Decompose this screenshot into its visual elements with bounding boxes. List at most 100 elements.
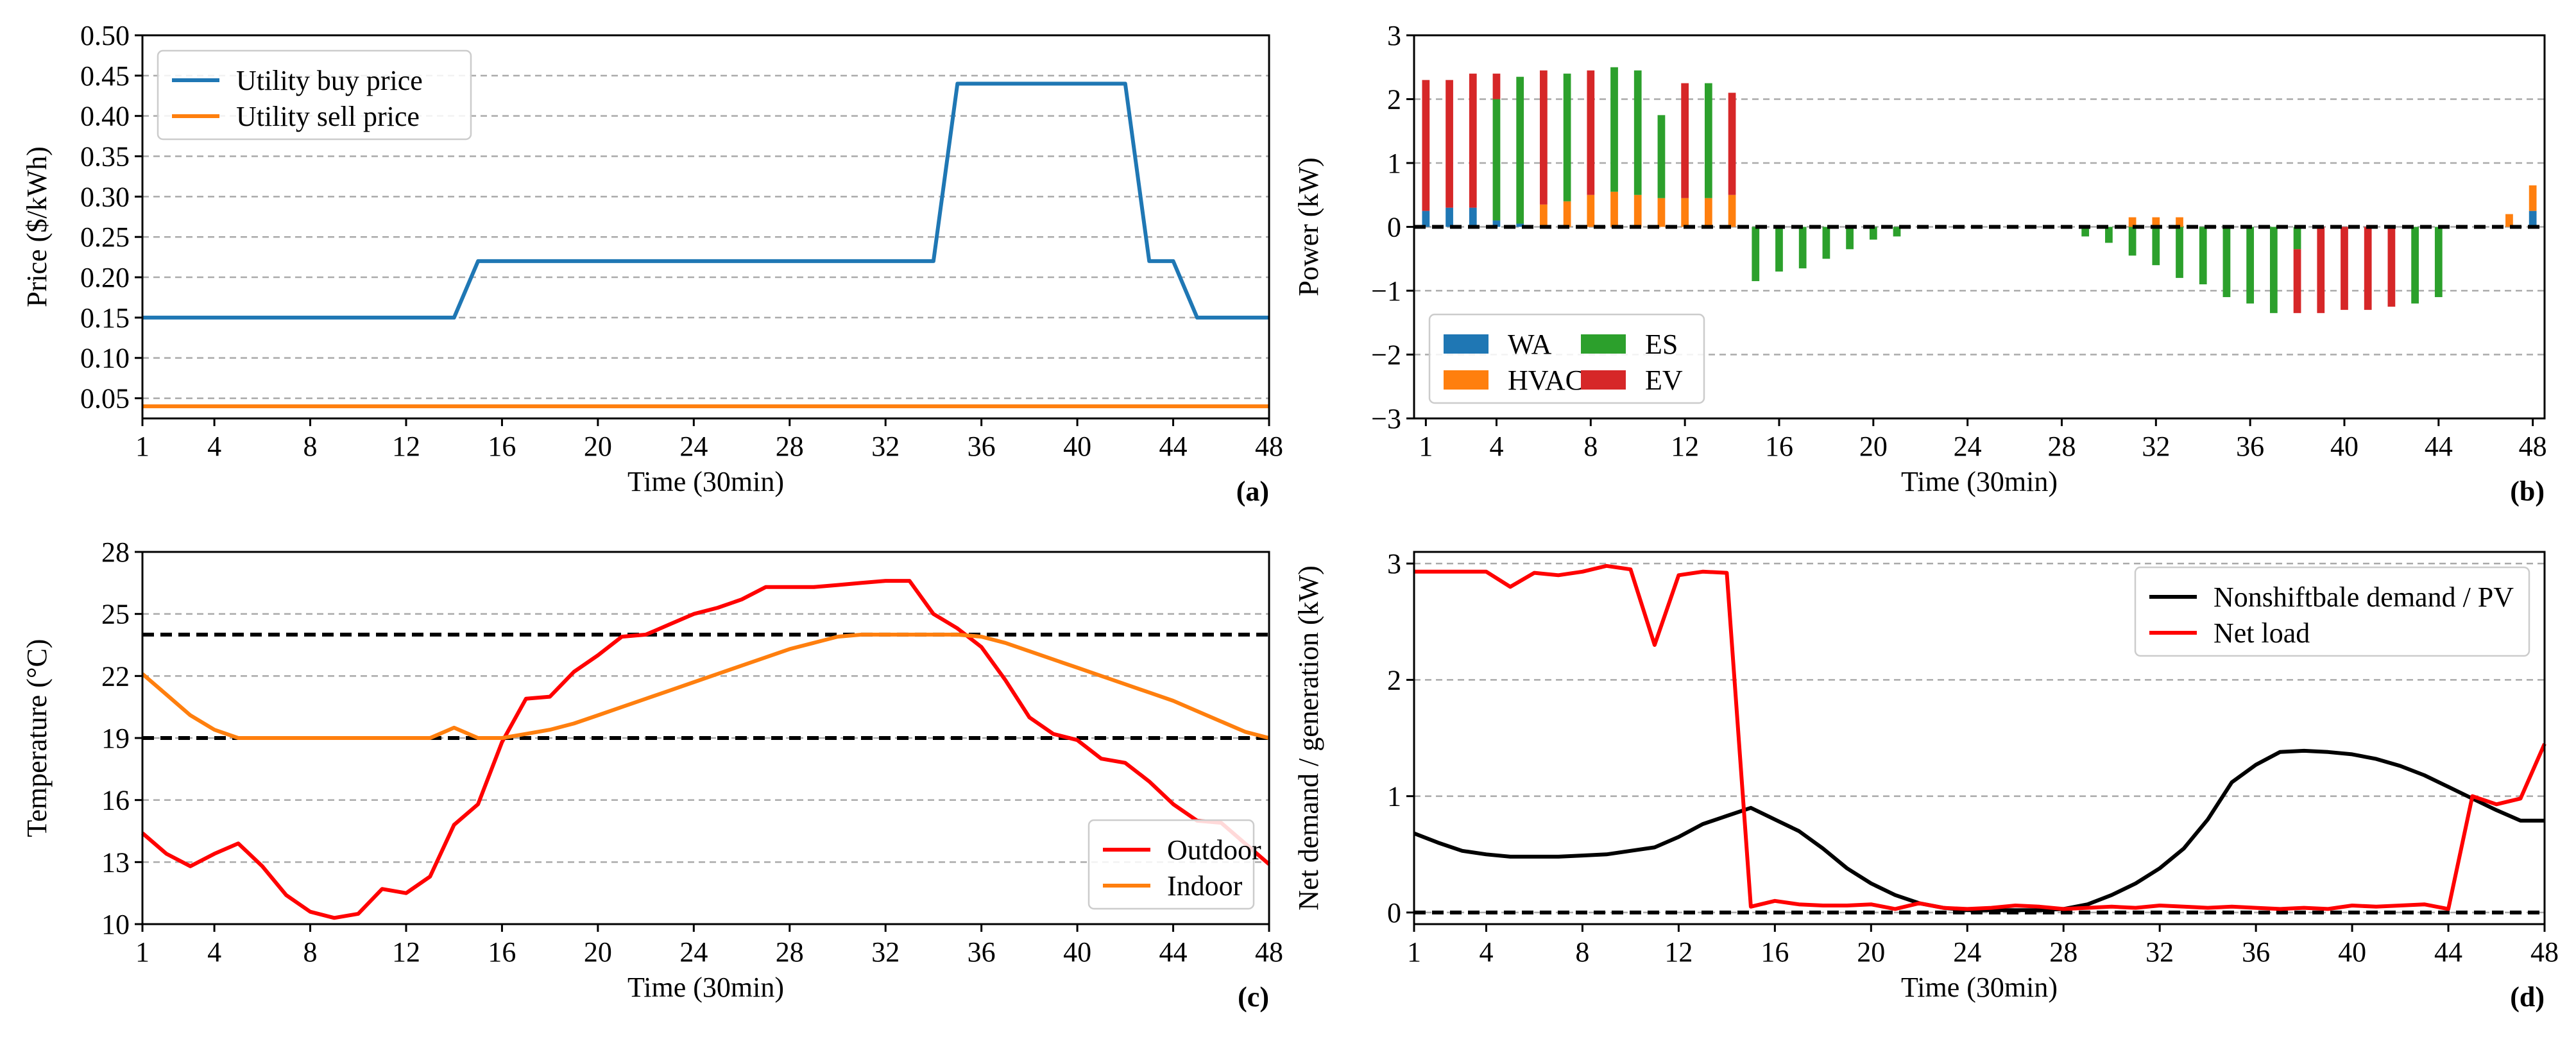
y-tick-label: 0.15 xyxy=(80,302,130,334)
series-line-nonshiftbale-demand-pv xyxy=(1413,748,2545,913)
x-tick-label: 40 xyxy=(2338,936,2366,968)
legend-box xyxy=(2134,566,2530,657)
bar-hvac xyxy=(1563,201,1571,227)
x-tick-label: 24 xyxy=(1953,936,1981,968)
legend-label: Outdoor xyxy=(1167,834,1261,866)
legend-label: Indoor xyxy=(1167,870,1243,902)
bar-es xyxy=(1752,227,1760,282)
legend: Nonshiftbale demand / PV Net load xyxy=(2134,566,2530,657)
x-tick-label: 48 xyxy=(1255,431,1283,462)
x-tick-label: 28 xyxy=(2049,936,2077,968)
bar-ev xyxy=(2293,249,2301,313)
bar-es xyxy=(1633,70,1642,195)
bar-wa xyxy=(1422,210,1430,227)
plot-frame xyxy=(1413,551,2546,925)
x-tick-label: 48 xyxy=(2530,936,2559,968)
bar-es xyxy=(2128,227,2137,256)
bar-wa xyxy=(1516,223,1524,227)
y-tick-label: 0 xyxy=(1387,212,1401,243)
x-tick-label: 4 xyxy=(207,431,221,462)
bar-hvac xyxy=(2152,217,2160,227)
bar-hvac xyxy=(1540,204,1548,227)
x-tick-label: 28 xyxy=(776,431,804,462)
bar-ev xyxy=(1492,73,1501,99)
x-tick-label: 24 xyxy=(1954,431,1982,462)
legend-swatch xyxy=(1444,370,1488,390)
panel-label: (a) xyxy=(1236,476,1269,507)
y-tick-label: −1 xyxy=(1371,275,1401,307)
chart-panel-a: 1 4 8 12 16 20 24 28 32 36 40 44 480.050.100.150.200… xyxy=(21,20,1283,507)
x-tick-label: 36 xyxy=(2242,936,2270,968)
y-tick-label: 0.50 xyxy=(80,20,130,51)
x-tick-label: 1 xyxy=(135,431,149,462)
bar-ev xyxy=(2364,227,2372,310)
series-line-net-load xyxy=(1414,563,2546,911)
y-tick-label: 0 xyxy=(1387,897,1401,929)
bar-ev xyxy=(1469,73,1477,208)
y-tick-label: 3 xyxy=(1387,548,1401,580)
bar-es xyxy=(2293,227,2301,250)
bar-ev xyxy=(2317,227,2325,313)
bar-es xyxy=(1657,115,1666,198)
y-tick-label: 22 xyxy=(101,660,130,692)
x-tick-label: 44 xyxy=(2434,936,2462,968)
x-tick-label: 20 xyxy=(584,936,612,968)
y-axis-label: Price ($/kWh) xyxy=(21,146,53,307)
bar-hvac xyxy=(1704,198,1712,227)
bar-es xyxy=(2176,227,2183,279)
bar-es xyxy=(1798,227,1807,269)
y-tick-label: 0.40 xyxy=(80,101,130,132)
x-tick-label: 36 xyxy=(968,936,996,968)
y-tick-label: 28 xyxy=(101,537,130,568)
bar-ev xyxy=(1728,92,1736,195)
y-tick-label: 13 xyxy=(101,846,130,878)
x-tick-label: 44 xyxy=(2425,431,2453,462)
x-tick-label: 12 xyxy=(1671,431,1699,462)
x-tick-label: 28 xyxy=(776,936,804,968)
x-axis-label: Time (30min) xyxy=(627,466,784,497)
bar-es xyxy=(2199,227,2207,285)
plot-frame xyxy=(141,34,1270,420)
panel-label: (c) xyxy=(1238,981,1269,1013)
x-tick-label: 8 xyxy=(1583,431,1598,462)
bar-ev xyxy=(2387,227,2396,307)
legend-label: Utility buy price xyxy=(236,65,423,96)
bar-es xyxy=(1516,76,1524,224)
legend-label: Net load xyxy=(2213,617,2310,649)
x-tick-label: 36 xyxy=(2236,431,2264,462)
bar-ev xyxy=(1422,80,1430,211)
bar-es xyxy=(1610,67,1618,192)
bar-wa xyxy=(2529,210,2537,227)
y-tick-label: 0.20 xyxy=(80,262,130,293)
y-tick-label: 1 xyxy=(1387,781,1401,812)
bar-hvac xyxy=(1657,198,1666,227)
bar-wa xyxy=(1492,220,1501,227)
bar-es xyxy=(1492,99,1501,221)
x-tick-label: 48 xyxy=(1255,936,1283,968)
x-axis-label: Time (30min) xyxy=(1901,972,2058,1003)
x-tick-label: 16 xyxy=(488,431,516,462)
chart-panel-c: 1 4 8 12 16 20 24 28 32 36 40 44 4810131619222528Tim… xyxy=(21,537,1283,1013)
x-tick-label: 40 xyxy=(1063,936,1091,968)
legend: Outdoor Indoor xyxy=(1088,819,1261,910)
legend-swatch xyxy=(1444,334,1488,354)
x-tick-label: 44 xyxy=(1159,431,1188,462)
bar-ev xyxy=(1540,70,1548,205)
bar-ev xyxy=(1587,70,1595,195)
y-tick-label: 0.30 xyxy=(80,181,130,212)
x-tick-label: 28 xyxy=(2047,431,2076,462)
y-tick-label: 19 xyxy=(101,723,130,754)
x-tick-label: 8 xyxy=(303,936,318,968)
x-tick-label: 8 xyxy=(303,431,318,462)
y-tick-label: 0.10 xyxy=(80,343,130,374)
x-tick-label: 4 xyxy=(1489,431,1503,462)
bar-es xyxy=(1846,227,1854,250)
x-tick-label: 40 xyxy=(1063,431,1091,462)
y-axis-label: Power (kW) xyxy=(1293,157,1324,296)
legend: Utility buy price Utility sell price xyxy=(157,49,472,141)
x-tick-label: 32 xyxy=(2142,431,2170,462)
bar-ev xyxy=(1681,83,1689,198)
x-tick-label: 4 xyxy=(1479,936,1493,968)
